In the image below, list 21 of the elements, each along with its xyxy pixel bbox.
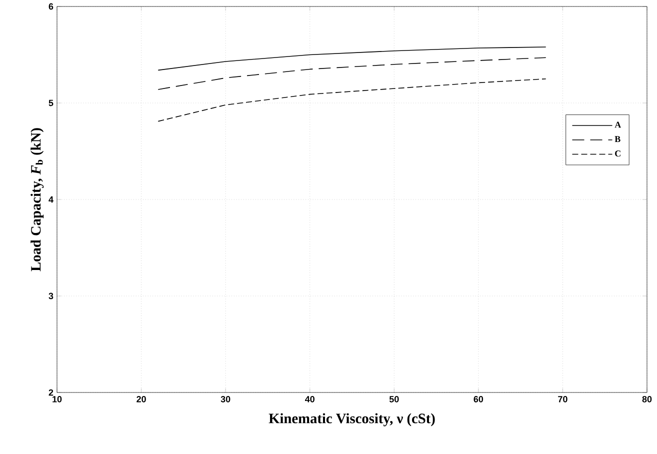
legend-label: C — [615, 150, 620, 156]
line-series — [158, 46, 546, 70]
x-axis-title: Kinematic Viscosity, ν (cSt) — [268, 412, 435, 426]
legend-label: B — [614, 136, 620, 142]
y-tick-label: 4 — [48, 196, 54, 202]
legend-label: A — [614, 122, 622, 128]
x-tick-label: 70 — [558, 396, 568, 402]
x-tick-label: 20 — [136, 396, 146, 402]
y-tick-label: 6 — [48, 3, 54, 10]
x-tick-label: 80 — [642, 396, 652, 402]
x-tick-label: 60 — [474, 396, 484, 402]
y-tick-label: 2 — [48, 389, 54, 396]
y-tick-label: 5 — [48, 100, 54, 106]
y-tick-label: 3 — [48, 292, 54, 299]
line-series — [158, 78, 546, 122]
y-axis-title: Load Capacity, F$_{b}$ (kN) — [30, 128, 44, 271]
x-tick-label: 50 — [389, 396, 399, 402]
x-tick-label: 10 — [52, 396, 62, 402]
x-tick-label: 30 — [220, 396, 230, 402]
line-series — [158, 57, 546, 90]
x-tick-label: 40 — [305, 396, 314, 402]
